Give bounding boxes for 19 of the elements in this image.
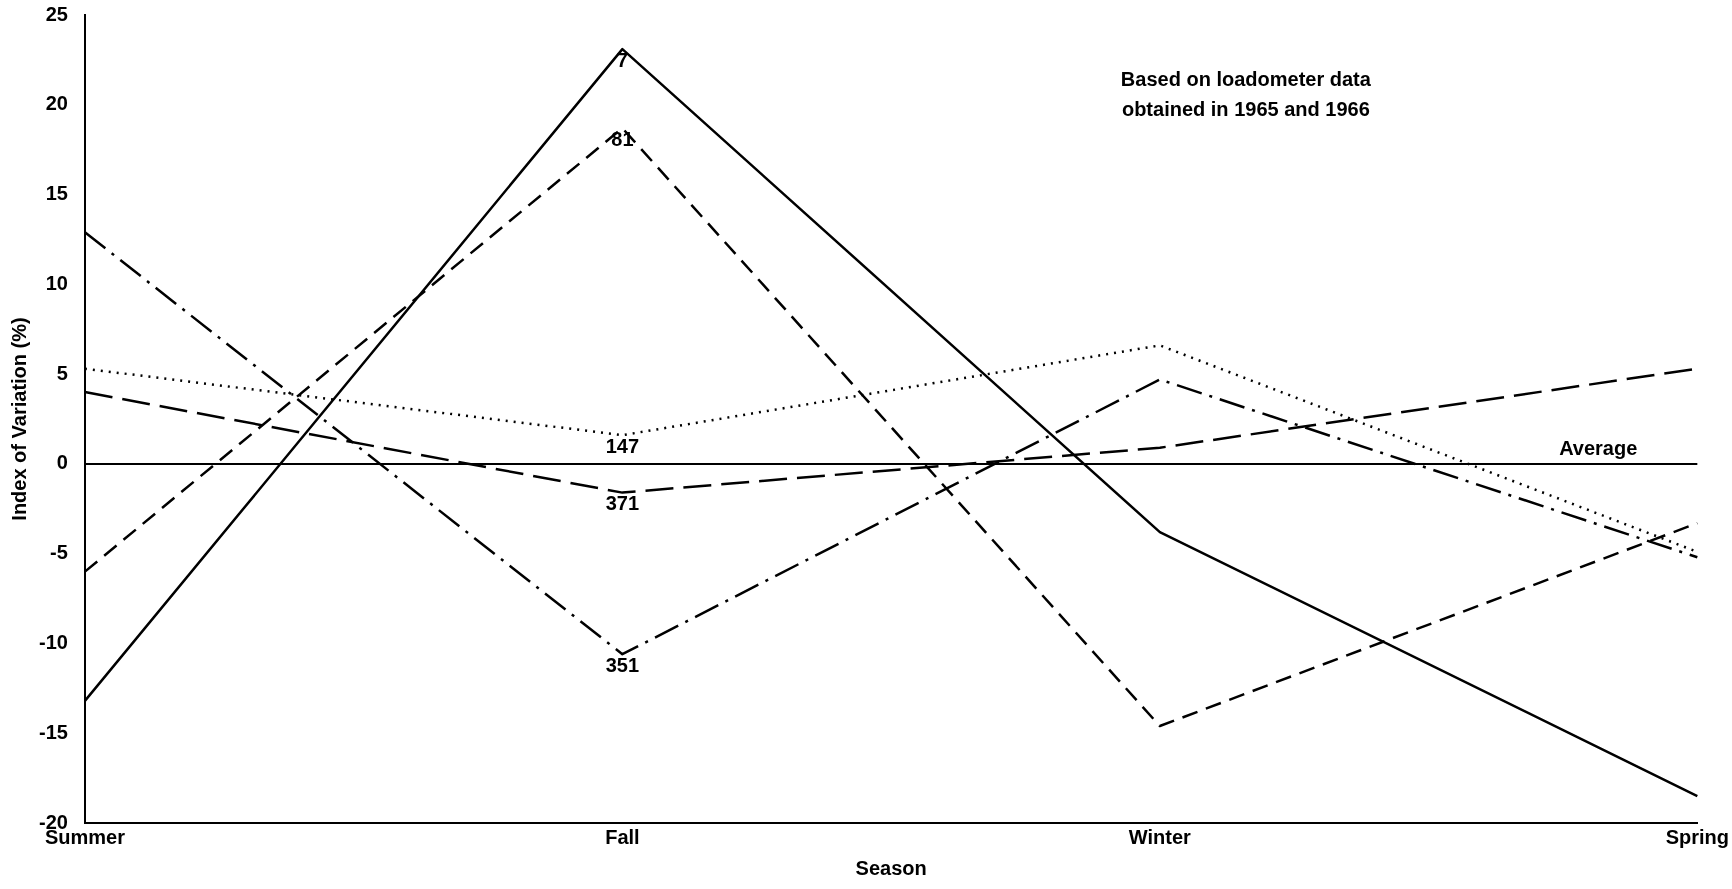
y-tick-label: -15 (39, 720, 68, 743)
y-tick-label: 5 (56, 361, 68, 384)
y-axis-title: Index of Variation (%) (7, 317, 30, 521)
y-tick-label: 15 (45, 182, 68, 205)
x-axis-title: Season (855, 856, 927, 879)
y-tick-label: -10 (39, 630, 68, 653)
x-tick-label: Winter (1128, 825, 1192, 848)
y-tick-label: -5 (50, 541, 68, 564)
series-label: 371 (605, 492, 640, 515)
ref-line-label: Average (1559, 437, 1638, 460)
series-label: 351 (605, 653, 640, 676)
annotation: Based on loadometer data obtained in 1965 and 1966 (1120, 67, 1372, 120)
y-tick-label: 25 (45, 2, 68, 25)
series-label: 147 (605, 434, 640, 457)
y-tick-label: 10 (45, 271, 68, 294)
x-tick-label: Spring (1665, 825, 1730, 848)
y-tick-label: 20 (45, 92, 68, 115)
x-tick-label: Fall (605, 825, 640, 848)
y-tick-label: 0 (56, 451, 68, 474)
